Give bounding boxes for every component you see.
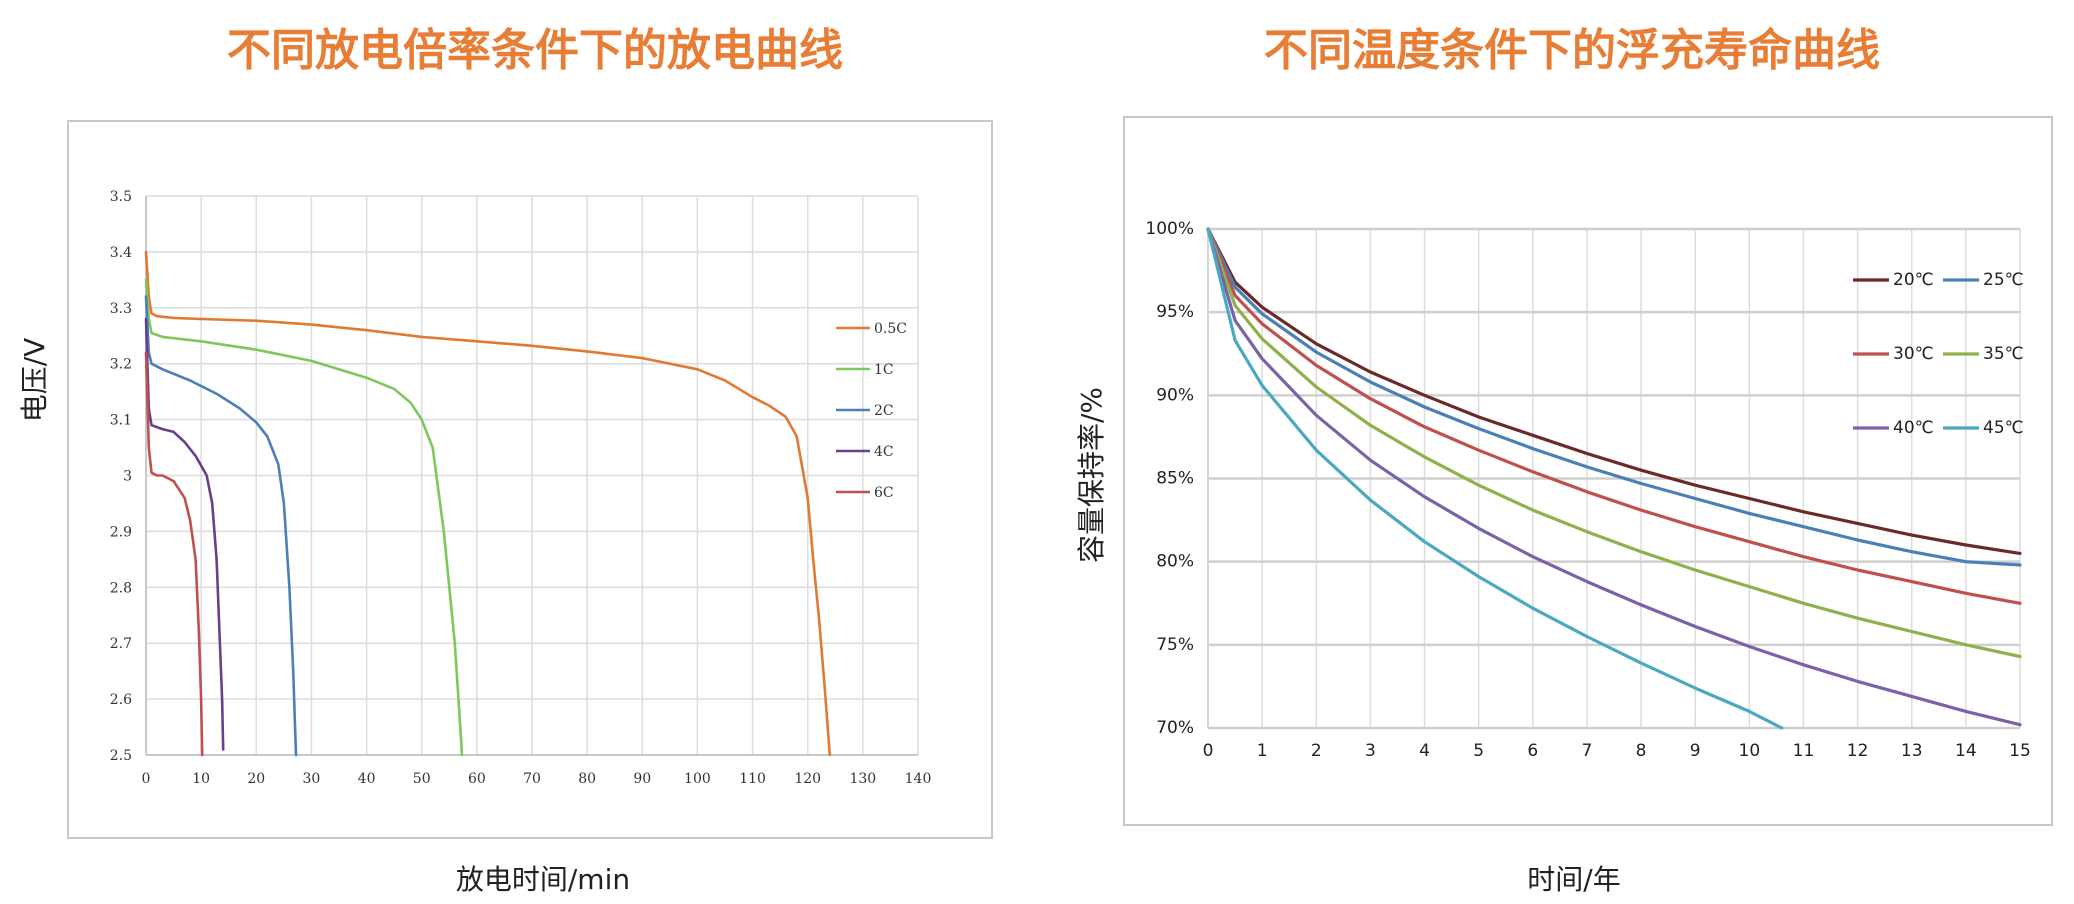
x-tick-label: 70 [523,771,541,787]
grid-right [1207,227,2021,730]
y-tick-label: 3 [123,469,132,485]
series-line-0.5C [144,250,832,757]
series-line-2C [144,295,298,757]
legend-label: 45℃ [1983,418,2024,438]
x-axis-label-left: 放电时间/min [455,863,631,896]
series-line-6C [144,351,204,757]
x-tick-label: 11 [1793,741,1815,761]
x-tick-label: 10 [192,771,210,787]
x-tick-label: 4 [1419,741,1430,761]
series-line-30℃ [1206,227,2022,605]
chart-frame-right [1123,116,2053,826]
series-line-4C [144,317,225,751]
legend-label: 6C [874,485,894,501]
y-tick-label: 70% [1156,718,1194,738]
x-tick-label: 1 [1257,741,1268,761]
legend-label: 4C [874,444,894,460]
series-line-45℃ [1206,227,1784,730]
x-tick-label: 0 [142,771,151,787]
y-axis-label-left: 电压/V [18,337,51,423]
x-tick-label: 90 [633,771,651,787]
x-tick-label: 13 [1901,741,1923,761]
y-tick-label: 90% [1156,385,1194,405]
series-line-1C [144,278,464,757]
ticks-right: 0 1 2 3 4 5 6 7 8 9 10 11 12 13 14 1570%75%80%85%90%95%… [1145,219,2030,761]
x-tick-label: 7 [1582,741,1593,761]
x-tick-label: 15 [2009,741,2031,761]
ticks-left: 0 10 20 30 40 50 60 70 80 90 100 110 120 130 140 2.5 2.6… [110,189,932,787]
x-tick-label: 40 [358,771,376,787]
grid-left [145,195,919,756]
x-tick-label: 100 [684,771,711,787]
y-tick-label: 2.7 [110,636,132,652]
legend-label: 0.5C [874,321,907,337]
series-line-20℃ [1206,227,2022,556]
y-tick-label: 100% [1145,219,1194,239]
y-tick-label: 2.8 [110,580,132,596]
x-tick-label: 140 [905,771,932,787]
x-axis-label-right: 时间/年 [1527,863,1621,896]
y-axis-label-right: 容量保持率/% [1075,386,1108,564]
y-tick-label: 2.5 [110,748,132,764]
legend-label: 25℃ [1983,270,2024,290]
y-tick-label: 3.3 [110,301,132,317]
series-right [1206,227,2022,730]
y-tick-label: 3.1 [110,413,132,429]
x-tick-label: 12 [1847,741,1869,761]
x-tick-label: 14 [1955,741,1977,761]
y-tick-label: 75% [1156,635,1194,655]
x-tick-label: 30 [303,771,321,787]
x-tick-label: 120 [794,771,821,787]
legend-right: 20℃ 25℃ 30℃ 35℃ 40℃ 45℃ [1853,270,2024,438]
legend-label: 35℃ [1983,344,2024,364]
x-tick-label: 60 [468,771,486,787]
x-tick-label: 130 [849,771,876,787]
x-tick-label: 3 [1365,741,1376,761]
series-line-40℃ [1206,227,2022,727]
x-tick-label: 0 [1203,741,1214,761]
y-tick-label: 80% [1156,552,1194,572]
x-tick-label: 80 [578,771,596,787]
legend-label: 30℃ [1893,344,1934,364]
legend-label: 2C [874,403,894,419]
y-tick-label: 85% [1156,469,1194,489]
x-tick-label: 20 [247,771,265,787]
x-tick-label: 110 [739,771,766,787]
y-tick-label: 95% [1156,302,1194,322]
legend-label: 1C [874,362,894,378]
y-tick-label: 2.9 [110,524,132,540]
x-tick-label: 2 [1311,741,1322,761]
series-left [144,250,832,757]
legend-label: 40℃ [1893,418,1934,438]
series-line-35℃ [1206,227,2022,659]
y-tick-label: 2.6 [110,692,132,708]
x-tick-label: 10 [1739,741,1761,761]
chart-title-left: 不同放电倍率条件下的放电曲线 [227,25,843,76]
x-tick-label: 8 [1636,741,1647,761]
y-tick-label: 3.5 [110,189,132,205]
series-line-25℃ [1206,227,2022,567]
chart-title-right: 不同温度条件下的浮充寿命曲线 [1264,25,1880,76]
x-tick-label: 6 [1527,741,1538,761]
y-tick-label: 3.4 [110,245,132,261]
x-tick-label: 5 [1473,741,1484,761]
x-tick-label: 9 [1690,741,1701,761]
legend-label: 20℃ [1893,270,1934,290]
legend-left: 0.5C 1C 2C 4C 6C [836,321,907,501]
x-tick-label: 50 [413,771,431,787]
y-tick-label: 3.2 [110,357,132,373]
